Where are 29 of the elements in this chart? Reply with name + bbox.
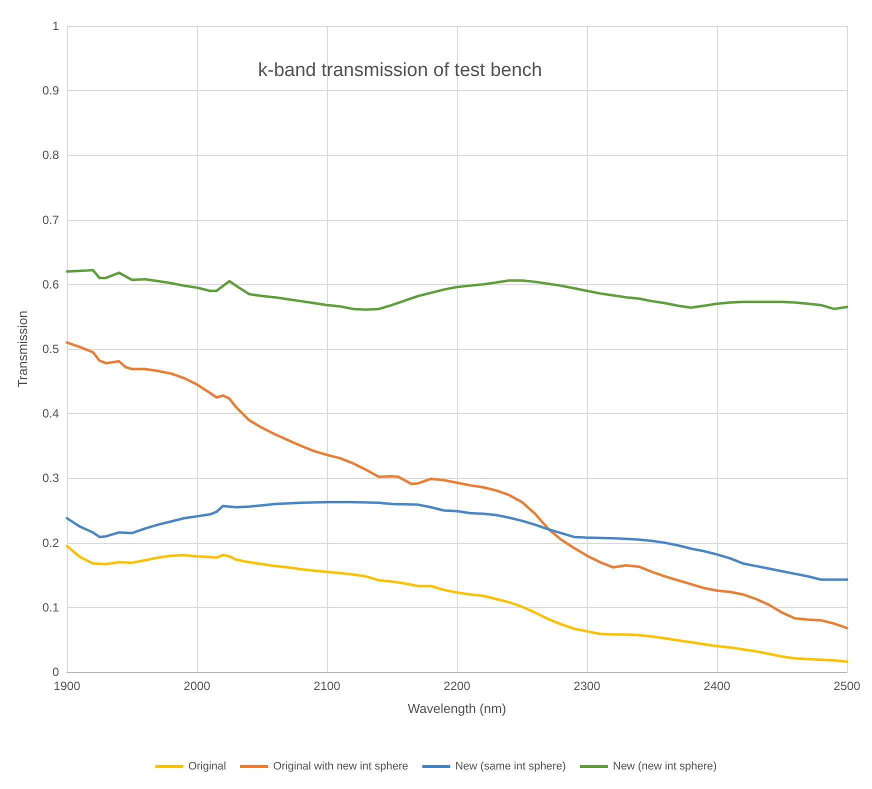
y-tick-label: 0: [52, 665, 60, 679]
y-axis-title: Transmission: [15, 310, 30, 388]
x-tick-label: 2200: [444, 679, 471, 693]
x-tick-label: 2300: [574, 679, 601, 693]
line-series: [66, 544, 848, 663]
x-tick-label: 2100: [314, 679, 341, 693]
y-tick-label: 0.5: [42, 342, 60, 356]
x-tick-label: 2400: [704, 679, 731, 693]
line-series: [66, 268, 848, 311]
line-series: [66, 500, 848, 581]
y-tick-label: 0.2: [42, 536, 60, 550]
x-tick-label: 2500: [834, 679, 861, 693]
text: k-band transmission of test bench: [258, 60, 542, 81]
y-tick-label: 0.3: [42, 471, 60, 486]
y-tick-label: 0.9: [42, 84, 60, 98]
legend-label: Original with new int sphere: [273, 760, 408, 772]
line-series: [66, 341, 848, 630]
y-tick-label: 1: [52, 19, 60, 33]
y-tick-label: 0.4: [42, 406, 60, 421]
y-tick-label: 0.7: [42, 212, 60, 227]
y-tick-label: 0.8: [42, 148, 60, 162]
x-tick-label: 1900: [54, 679, 81, 693]
x-tick-label: 2000: [184, 679, 211, 693]
y-tick-label: 0.1: [42, 600, 60, 614]
y-tick-label: 0.6: [42, 277, 60, 292]
legend-label: New (new int sphere): [612, 760, 717, 772]
legend-label: New (same int sphere): [455, 760, 566, 772]
x-axis-title: Wavelength (nm): [408, 701, 506, 716]
legend-label: Original: [188, 760, 226, 772]
